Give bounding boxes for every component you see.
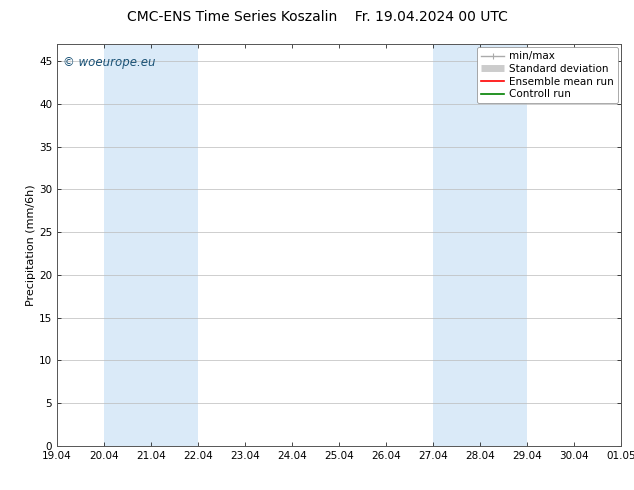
Text: © woeurope.eu: © woeurope.eu	[63, 56, 155, 69]
Text: CMC-ENS Time Series Koszalin    Fr. 19.04.2024 00 UTC: CMC-ENS Time Series Koszalin Fr. 19.04.2…	[127, 10, 507, 24]
Legend: min/max, Standard deviation, Ensemble mean run, Controll run: min/max, Standard deviation, Ensemble me…	[477, 47, 618, 103]
Y-axis label: Precipitation (mm/6h): Precipitation (mm/6h)	[26, 184, 36, 306]
Bar	[433, 44, 527, 446]
Bar	[104, 44, 198, 446]
